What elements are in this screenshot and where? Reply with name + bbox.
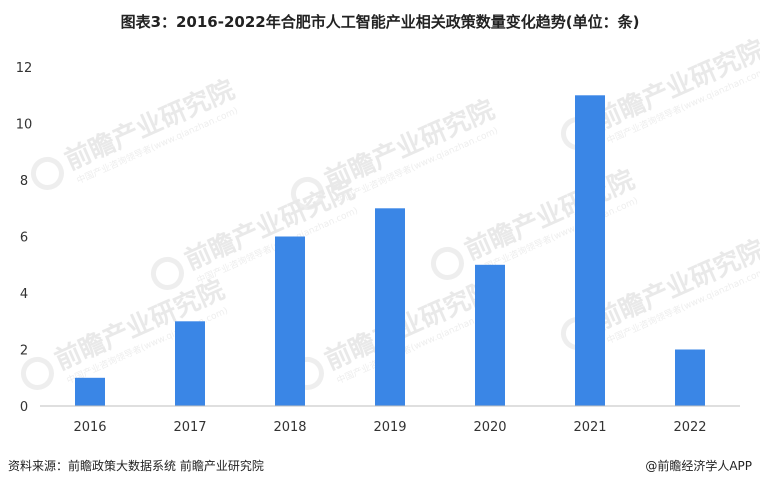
watermark-logo-icon [20, 356, 54, 390]
watermark-logo-icon [30, 156, 64, 190]
watermark-logo-icon [430, 246, 464, 280]
x-tick-label: 2020 [473, 420, 506, 435]
y-tick-label: 4 [20, 287, 28, 302]
y-axis-ticks: 0 2 4 6 8 10 12 [16, 61, 33, 415]
watermark-logo-icon [150, 256, 184, 290]
y-tick-label: 10 [16, 118, 33, 133]
y-tick-label: 0 [20, 400, 28, 415]
x-tick-label: 2022 [673, 420, 706, 435]
bar-2021 [575, 95, 605, 407]
y-tick-label: 6 [20, 231, 28, 246]
bar-2022 [675, 349, 705, 406]
x-tick-label: 2019 [373, 420, 406, 435]
x-tick-label: 2018 [273, 420, 306, 435]
y-tick-label: 8 [20, 174, 28, 189]
x-tick-label: 2017 [173, 420, 206, 435]
x-tick-label: 2016 [73, 420, 106, 435]
y-tick-label: 12 [16, 61, 33, 76]
x-tick-label: 2021 [573, 420, 606, 435]
x-axis-ticks: 2016 2017 2018 2019 2020 2021 2022 [73, 420, 706, 435]
chart-title: 图表3：2016-2022年合肥市人工智能产业相关政策数量变化趋势(单位：条) [120, 13, 640, 31]
source-note: 资料来源：前瞻政策大数据系统 前瞻产业研究院 [8, 459, 264, 473]
bars [75, 95, 705, 407]
bar-2019 [375, 208, 405, 407]
bar-2016 [75, 377, 105, 407]
bar-2017 [175, 321, 205, 407]
bar-2020 [475, 264, 505, 407]
bar-2018 [275, 236, 305, 406]
watermark-logo-icon [290, 176, 324, 210]
y-tick-label: 2 [20, 344, 28, 359]
brand-credit: @前瞻经济学人APP [645, 459, 752, 473]
